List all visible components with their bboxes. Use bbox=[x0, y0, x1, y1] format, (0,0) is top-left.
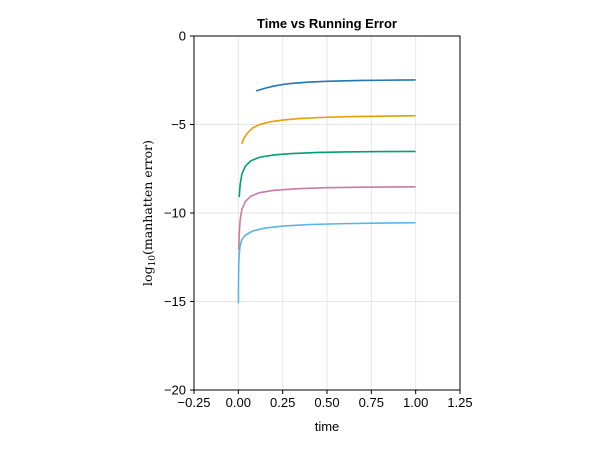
x-tick-label-1: 0.00 bbox=[226, 395, 251, 410]
y-axis-label-prefix: log bbox=[140, 266, 155, 286]
x-tick-label-3: 0.50 bbox=[314, 395, 339, 410]
series-line-0 bbox=[255, 79, 416, 92]
x-axis-label: time bbox=[315, 419, 340, 434]
x-tick-label-2: 0.25 bbox=[270, 395, 295, 410]
y-tick-label-2: −10 bbox=[164, 206, 186, 221]
x-tick-label-0: −0.25 bbox=[178, 395, 211, 410]
grid bbox=[193, 35, 461, 391]
series-line-1 bbox=[241, 114, 416, 145]
y-tick-label-3: −5 bbox=[171, 117, 186, 132]
ticks: −0.25 0.00 0.25 0.50 0.75 1.00 1.25 −20 −15 −10 −5… bbox=[164, 29, 473, 411]
y-axis-label-suffix: (manhatten error) bbox=[140, 140, 155, 255]
x-tick-label-6: 1.25 bbox=[447, 395, 472, 410]
series-line-2 bbox=[238, 150, 416, 198]
series-line-4 bbox=[237, 221, 416, 304]
y-tick-label-0: −20 bbox=[164, 383, 186, 398]
y-tick-label-4: 0 bbox=[179, 29, 186, 44]
y-axis-label-subscript: 10 bbox=[148, 255, 158, 267]
y-axis-label: log10(manhatten error) bbox=[140, 140, 158, 286]
y-tick-label-1: −15 bbox=[164, 294, 186, 309]
x-tick-label-5: 1.00 bbox=[403, 395, 428, 410]
x-tick-label-4: 0.75 bbox=[359, 395, 384, 410]
series-line-3 bbox=[237, 186, 416, 251]
series-layer bbox=[237, 79, 416, 304]
chart-title: Time vs Running Error bbox=[257, 16, 397, 31]
